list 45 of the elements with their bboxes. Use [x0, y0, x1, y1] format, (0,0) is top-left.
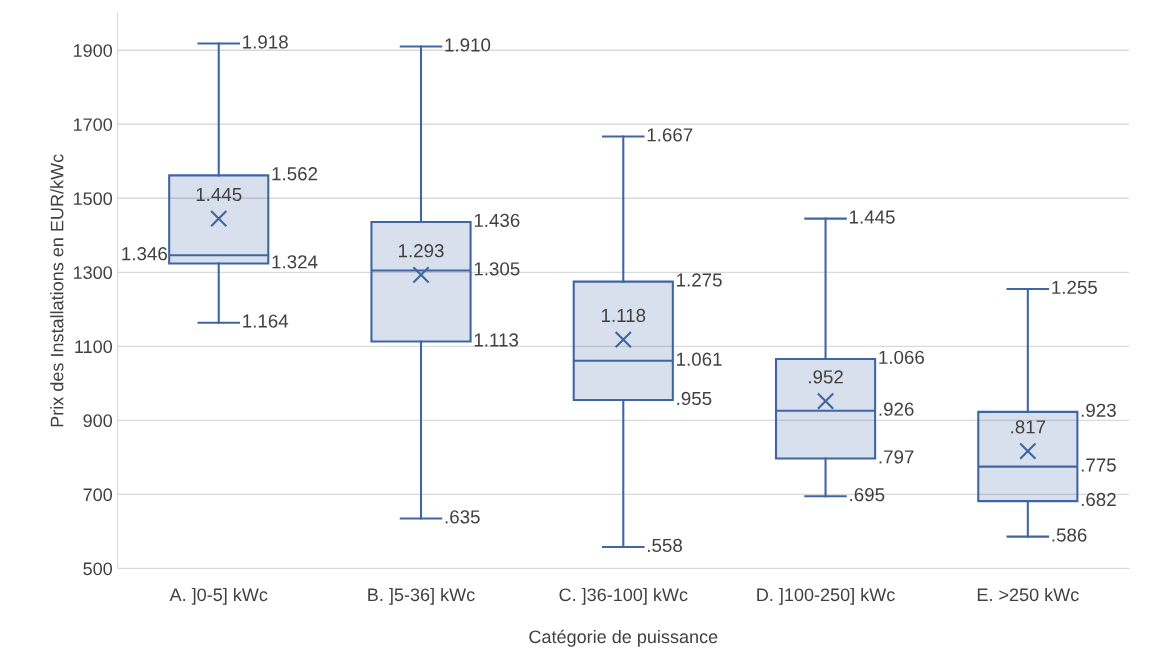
y-tick-label: 700 — [83, 488, 113, 502]
y-tick-label: 900 — [83, 414, 113, 428]
annotation: 1.445 — [849, 210, 895, 224]
x-axis-title: Catégorie de puissance — [529, 629, 718, 647]
annotation: .682 — [1081, 492, 1116, 507]
y-tick-label: 1700 — [73, 118, 113, 131]
annotation: 1.436 — [474, 213, 520, 228]
x-tick-label: D. ]100-250] kWc — [757, 587, 895, 605]
annotation: .586 — [1052, 528, 1087, 542]
annotation: 1.445 — [196, 187, 242, 202]
annotation: 1.667 — [647, 128, 693, 142]
y-tick-label: 1900 — [73, 44, 113, 57]
annotation: 1.293 — [398, 244, 444, 258]
annotation: 1.275 — [677, 273, 722, 287]
annotation: .558 — [648, 538, 682, 553]
annotation: .695 — [850, 488, 885, 502]
x-tick-label: C. ]36-100] kWc — [559, 587, 688, 605]
annotation: 1.346 — [122, 247, 167, 261]
y-axis-title: Prix des Installations en EUR/kWc — [50, 154, 64, 427]
annotation: .926 — [879, 402, 914, 416]
annotation: 1.164 — [243, 314, 289, 328]
annotation: 1.061 — [677, 352, 722, 366]
y-tick-label: 1300 — [73, 266, 113, 280]
annotation: 1.910 — [445, 38, 491, 52]
annotation: .952 — [809, 370, 843, 384]
annotation: 1.305 — [474, 262, 520, 276]
x-tick-label: E. >250 kWc — [977, 587, 1079, 602]
annotation: 1.118 — [601, 308, 646, 323]
annotation: .775 — [1081, 458, 1116, 472]
annotation: .955 — [677, 391, 712, 406]
annotation: .923 — [1081, 403, 1116, 417]
annotation: 1.918 — [243, 35, 288, 49]
annotation: 1.562 — [272, 167, 318, 181]
annotation: .797 — [879, 450, 914, 464]
y-tick-label: 500 — [83, 562, 113, 576]
x-tick-label: B. ]5-36] kWc — [368, 587, 475, 605]
y-tick-label: 1500 — [73, 192, 113, 206]
annotation: 1.113 — [474, 333, 519, 347]
annotation: .817 — [1011, 420, 1046, 434]
y-tick-label: 1100 — [75, 340, 113, 354]
annotation: 1.324 — [272, 255, 318, 269]
annotation: .635 — [445, 510, 480, 524]
annotation: 1.066 — [879, 350, 924, 364]
annotation: 1.255 — [1052, 280, 1097, 295]
x-tick-label: A. ]0-5] kWc — [169, 587, 268, 605]
